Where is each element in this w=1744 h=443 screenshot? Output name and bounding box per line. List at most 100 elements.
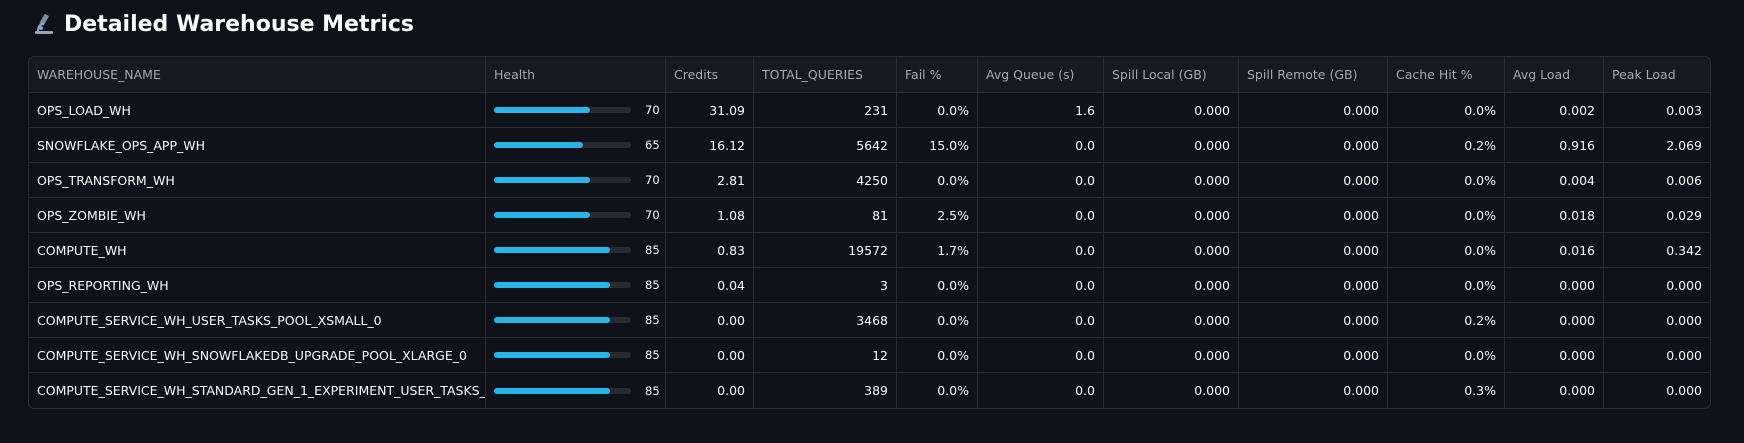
table-cell: 0.000 [1604, 303, 1710, 338]
warehouse-name: COMPUTE_WH [29, 233, 486, 268]
table-cell: 2.069 [1604, 128, 1710, 163]
health-track [494, 212, 631, 218]
column-header: Spill Remote (GB) [1239, 57, 1388, 93]
warehouse-name: COMPUTE_SERVICE_WH_USER_TASKS_POOL_XSMAL… [29, 303, 486, 338]
health-cell: 70 [486, 93, 666, 128]
table-cell: 0.000 [1505, 338, 1604, 373]
column-header: Health [486, 57, 666, 93]
table-cell: 1.6 [978, 93, 1104, 128]
health-bar [494, 177, 590, 183]
warehouse-name: SNOWFLAKE_OPS_APP_WH [29, 128, 486, 163]
table-cell: 0.000 [1104, 93, 1239, 128]
health-track [494, 387, 631, 394]
table-cell: 12 [754, 338, 897, 373]
warehouse-name: OPS_ZOMBIE_WH [29, 198, 486, 233]
table-cell: 0.0% [1388, 93, 1505, 128]
table-cell: 389 [754, 373, 897, 408]
health-value: 70 [645, 208, 660, 222]
table-cell: 0.0% [897, 163, 978, 198]
health-track [494, 142, 631, 148]
table-cell: 0.000 [1104, 233, 1239, 268]
health-value: 70 [645, 173, 660, 187]
table-cell: 0.003 [1604, 93, 1710, 128]
table-cell: 0.00 [666, 373, 754, 408]
table-cell: 1.08 [666, 198, 754, 233]
health-track [494, 177, 631, 183]
table-cell: 0.0 [978, 233, 1104, 268]
table-cell: 0.0% [1388, 233, 1505, 268]
health-cell: 70 [486, 198, 666, 233]
table-cell: 0.000 [1104, 163, 1239, 198]
table-cell: 0.2% [1388, 303, 1505, 338]
table-cell: 0.029 [1604, 198, 1710, 233]
health-value: 85 [645, 348, 660, 362]
table-cell: 0.0% [897, 268, 978, 303]
table-cell: 0.0% [1388, 338, 1505, 373]
health-bar [494, 107, 590, 113]
table-cell: 0.000 [1604, 338, 1710, 373]
health-value: 85 [645, 383, 660, 398]
table-cell: 0.018 [1505, 198, 1604, 233]
table-cell: 0.0 [978, 338, 1104, 373]
table-cell: 0.000 [1604, 268, 1710, 303]
table-cell: 0.002 [1505, 93, 1604, 128]
table-cell: 0.016 [1505, 233, 1604, 268]
column-header: Cache Hit % [1388, 57, 1505, 93]
table-cell: 0.006 [1604, 163, 1710, 198]
health-cell: 85 [486, 233, 666, 268]
column-header: Avg Load [1505, 57, 1604, 93]
table-cell: 0.0 [978, 128, 1104, 163]
table-cell: 0.000 [1666, 383, 1702, 398]
table-cell: 3468 [754, 303, 897, 338]
table-cell: 0.000 [1239, 163, 1388, 198]
table-cell: 3 [754, 268, 897, 303]
table-cell: 0.00 [666, 303, 754, 338]
health-track [494, 107, 631, 113]
table-cell: 0.00 [666, 338, 754, 373]
column-header: Avg Queue (s) [978, 57, 1104, 93]
warehouse-name: COMPUTE_SERVICE_WH_SNOWFLAKEDB_UPGRADE_P… [29, 338, 486, 373]
table-cell: 0.000 [1239, 338, 1388, 373]
table-cell: 0.000 [1239, 198, 1388, 233]
table-cell: 15.0% [897, 128, 978, 163]
table-cell: 0.0 [978, 268, 1104, 303]
health-bar [494, 247, 611, 253]
table-cell: 0.000 [1104, 268, 1239, 303]
health-cell: 70 [486, 163, 666, 198]
table-cell: 16.12 [666, 128, 754, 163]
table-cell: 0.0% [1388, 163, 1505, 198]
table-cell: 1.7% [897, 233, 978, 268]
table-cell: 0.2% [1388, 128, 1505, 163]
table-cell: 0.3% [1388, 373, 1505, 408]
health-cell: 85 [486, 303, 666, 338]
health-track [494, 352, 631, 358]
health-track [494, 282, 631, 288]
health-bar [494, 142, 584, 148]
table-cell: 2.81 [666, 163, 754, 198]
health-value: 85 [645, 278, 660, 292]
table-cell: 0.0% [897, 338, 978, 373]
table-cell: 5642 [754, 128, 897, 163]
table-cell: 0.000 [1104, 338, 1239, 373]
column-header: WAREHOUSE_NAME [29, 57, 486, 93]
warehouse-name: OPS_LOAD_WH [29, 93, 486, 128]
health-bar [494, 352, 611, 358]
table-cell: 0.000 [1104, 198, 1239, 233]
table-cell: 0.000 [1104, 303, 1239, 338]
table-cell: 19572 [754, 233, 897, 268]
health-bar [494, 317, 611, 323]
table-cell: 0.000 [1505, 373, 1604, 408]
health-value: 65 [645, 138, 660, 152]
column-header: Spill Local (GB) [1104, 57, 1239, 93]
table-cell: 0.000 [1239, 233, 1388, 268]
health-track [494, 247, 631, 253]
table-cell: 0.004 [1505, 163, 1604, 198]
health-cell: 85 [486, 373, 666, 408]
table-cell: 0.0 [978, 373, 1104, 408]
table-cell: 0.000 [1239, 128, 1388, 163]
table-cell: 0.342 [1604, 233, 1710, 268]
table-cell: 4250 [754, 163, 897, 198]
health-value: 85 [645, 313, 660, 327]
column-header: Credits [666, 57, 754, 93]
